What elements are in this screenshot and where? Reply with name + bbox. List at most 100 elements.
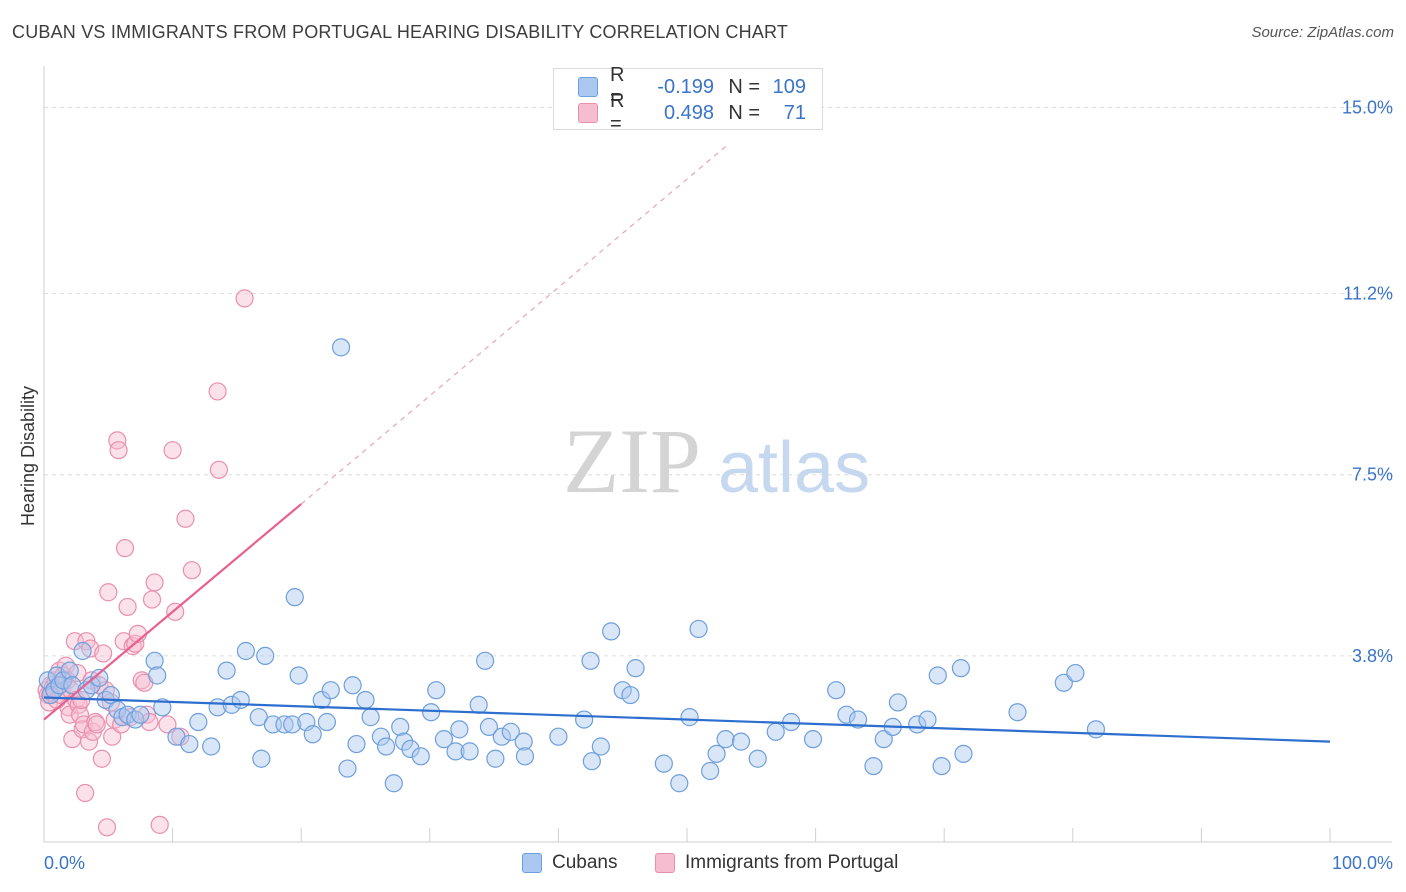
data-point-cubans — [321, 681, 340, 700]
r-value: 0.498 — [663, 101, 714, 124]
data-point-cubans — [303, 725, 322, 744]
data-point-cubans — [153, 698, 172, 717]
legend-item-portugal[interactable]: Immigrants from Portugal — [655, 852, 898, 874]
data-point-cubans — [501, 722, 520, 741]
data-point-cubans — [602, 622, 621, 641]
data-point-portugal — [142, 590, 162, 609]
blue-swatch — [522, 853, 542, 873]
trend-line-portugal — [43, 503, 302, 721]
data-point-portugal — [99, 583, 118, 602]
chart-title: CUBAN VS IMMIGRANTS FROM PORTUGAL HEARIN… — [12, 22, 789, 42]
data-point-cubans — [236, 641, 256, 661]
data-point-cubans — [427, 681, 446, 700]
series-portugal-points — [37, 289, 254, 837]
grid-layer — [44, 106, 1392, 657]
data-point-cubans — [515, 747, 535, 766]
data-point-cubans — [371, 727, 391, 746]
data-point-portugal — [87, 715, 106, 734]
data-point-cubans — [748, 749, 767, 768]
tick-labels: 3.8% 7.5% 11.2% 15.0% 0.0% 100.0% — [44, 97, 1393, 873]
data-point-cubans — [411, 747, 430, 766]
axis-layer — [43, 66, 1392, 843]
data-point-cubans — [932, 756, 951, 776]
data-point-cubans — [252, 749, 271, 768]
n-label: N = — [728, 101, 760, 124]
data-point-portugal — [166, 602, 185, 621]
data-point-portugal — [76, 783, 95, 803]
data-point-portugal — [137, 705, 156, 724]
data-point-cubans — [217, 661, 236, 680]
trend-lines — [43, 146, 1331, 743]
data-point-cubans — [582, 752, 601, 771]
data-point-cubans — [514, 732, 533, 751]
data-point-cubans — [256, 646, 275, 665]
trend-line-cubans — [43, 696, 1331, 743]
pink-swatch — [655, 853, 675, 873]
data-point-cubans — [180, 734, 199, 754]
data-point-cubans — [126, 710, 145, 729]
legend-label-portugal: Immigrants from Portugal — [685, 852, 899, 873]
data-point-portugal — [182, 561, 201, 580]
data-point-cubans — [283, 715, 302, 734]
data-point-portugal — [92, 749, 111, 768]
legend-item-cubans[interactable]: Cubans — [522, 852, 618, 874]
data-point-portugal — [209, 460, 228, 479]
data-point-portugal — [115, 539, 135, 558]
data-point-cubans — [575, 710, 594, 729]
data-point-cubans — [701, 761, 720, 781]
data-point-cubans — [479, 717, 499, 737]
data-point-cubans — [148, 666, 167, 685]
data-point-cubans — [680, 708, 699, 727]
r-label: R = — [610, 90, 625, 135]
n-value: 71 — [783, 101, 806, 124]
data-point-cubans — [803, 730, 823, 749]
data-point-cubans — [361, 708, 380, 727]
data-point-cubans — [338, 759, 357, 778]
data-point-cubans — [60, 661, 79, 680]
data-point-cubans — [434, 730, 454, 749]
data-point-portugal — [235, 289, 254, 308]
data-point-portugal — [109, 441, 128, 460]
data-point-cubans — [54, 671, 73, 690]
data-point-cubans — [864, 756, 883, 776]
legend-label-cubans: Cubans — [552, 852, 618, 873]
data-point-cubans — [766, 722, 785, 741]
data-point-portugal — [69, 695, 88, 714]
r-label: R = — [610, 64, 625, 109]
data-point-cubans — [421, 703, 441, 722]
blue-swatch — [578, 77, 598, 97]
data-point-cubans — [621, 685, 640, 705]
x-tick-label-max: 100.0% — [1332, 853, 1393, 873]
data-point-cubans — [626, 659, 645, 678]
data-point-portugal — [108, 431, 127, 450]
data-point-cubans — [918, 710, 937, 729]
data-point-cubans — [63, 676, 82, 695]
data-point-cubans — [317, 712, 337, 732]
data-point-cubans — [492, 727, 511, 746]
data-point-cubans — [707, 744, 726, 763]
data-point-cubans — [549, 727, 568, 746]
data-point-cubans — [343, 676, 362, 695]
data-point-cubans — [347, 734, 366, 754]
data-point-cubans — [581, 651, 600, 670]
data-point-cubans — [391, 717, 410, 737]
data-point-cubans — [285, 588, 304, 607]
data-point-cubans — [275, 715, 294, 734]
data-point-portugal — [163, 441, 182, 460]
data-point-cubans — [654, 754, 673, 773]
stats-row-portugal: R = 0.498 N = 71 — [578, 90, 806, 135]
data-point-portugal — [145, 573, 164, 592]
data-point-cubans — [82, 676, 101, 695]
data-point-cubans — [249, 708, 268, 727]
data-point-cubans — [888, 693, 908, 712]
trend-line-portugal-extension — [300, 146, 726, 505]
data-point-cubans — [446, 742, 465, 761]
data-point-portugal — [150, 815, 169, 834]
data-point-cubans — [1086, 720, 1106, 739]
y-tick-label: 7.5% — [1352, 465, 1393, 485]
data-point-cubans — [827, 681, 846, 700]
y-axis-label: Hearing Disability — [18, 386, 38, 526]
data-point-cubans — [460, 742, 479, 761]
data-point-cubans — [131, 705, 150, 724]
